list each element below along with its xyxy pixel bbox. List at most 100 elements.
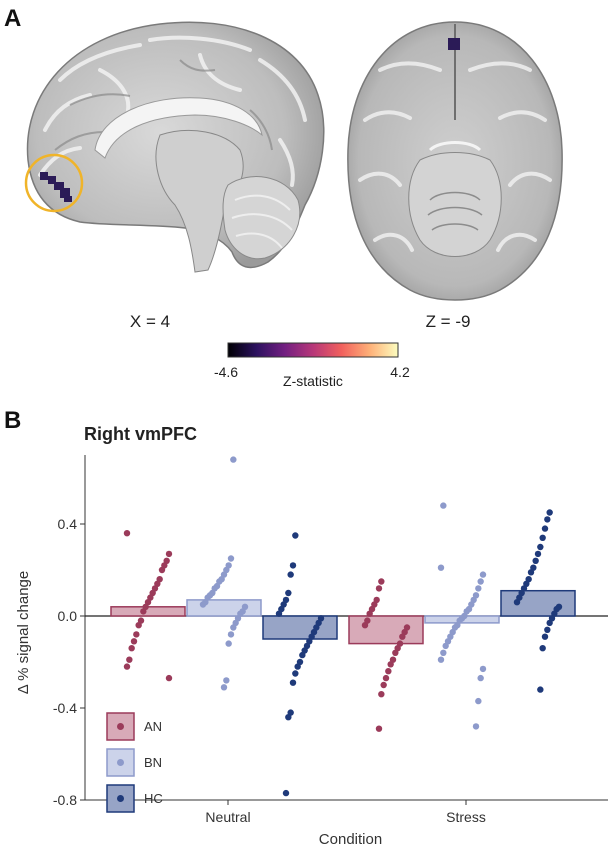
point-bn <box>475 585 482 592</box>
point-an <box>361 622 369 629</box>
point-hc <box>513 599 521 606</box>
point-bn <box>479 571 487 578</box>
point-hc <box>539 534 546 541</box>
point-an <box>128 645 135 652</box>
point-bn <box>477 578 484 585</box>
x-ticks: Neutral Stress <box>205 800 486 825</box>
point-hc <box>527 569 535 576</box>
point-hc <box>537 686 544 693</box>
point-bn <box>475 697 482 705</box>
legend-label-bn: BN <box>144 755 162 770</box>
point-hc <box>544 516 551 523</box>
legend-dot-bn <box>117 759 124 766</box>
point-an <box>123 663 131 670</box>
colorbar-title: Z-statistic <box>283 373 343 389</box>
point-bn <box>440 502 447 509</box>
point-hc <box>289 562 297 569</box>
point-hc <box>537 543 544 551</box>
point-hc <box>299 651 306 659</box>
point-hc <box>294 663 301 670</box>
point-an <box>165 674 173 682</box>
sagittal-cluster <box>40 172 72 202</box>
y-axis-label: Δ % signal change <box>15 571 32 694</box>
axial-caption: Z = -9 <box>426 312 471 331</box>
bar-hc-stress <box>500 589 576 617</box>
point-hc <box>539 645 546 652</box>
point-hc <box>541 525 549 532</box>
point-bn <box>479 665 487 673</box>
panel-a-label: A <box>4 5 21 32</box>
point-hc <box>285 714 292 721</box>
legend-label-an: AN <box>144 719 162 734</box>
axial-brain-image <box>347 21 563 301</box>
point-hc <box>282 789 290 797</box>
roi-highlight-circle <box>24 153 84 213</box>
point-hc <box>292 532 299 539</box>
sagittal-caption: X = 4 <box>130 312 170 331</box>
point-an <box>385 668 392 675</box>
x-axis-label: Condition <box>319 831 382 848</box>
y-ticks: -0.8 -0.4 0.0 0.4 <box>53 516 85 808</box>
point-bn <box>472 723 480 730</box>
point-hc <box>289 679 297 686</box>
bar-an-stress <box>348 615 424 645</box>
legend-label-hc: HC <box>144 791 163 806</box>
y-tick-label: 0.0 <box>58 608 78 624</box>
point-an <box>133 631 140 638</box>
point-hc <box>285 589 292 597</box>
point-an <box>165 550 173 558</box>
z-colorbar <box>227 342 399 358</box>
point-hc <box>532 557 539 564</box>
point-hc <box>287 571 294 578</box>
point-hc <box>541 633 549 640</box>
point-bn <box>437 656 445 663</box>
bar-hc-neutral <box>262 615 338 640</box>
point-an <box>158 566 166 574</box>
point-hc <box>534 550 542 558</box>
point-an <box>140 608 147 615</box>
data-points <box>123 456 563 797</box>
axial-cluster <box>448 38 460 50</box>
point-an <box>378 578 385 585</box>
point-an <box>399 633 406 640</box>
point-hc <box>292 670 299 677</box>
point-an <box>378 691 385 698</box>
panel-b-label: B <box>4 407 21 434</box>
point-hc <box>544 626 551 633</box>
point-bn <box>227 631 235 638</box>
y-tick-label: -0.8 <box>53 792 77 808</box>
point-bn <box>442 642 449 650</box>
point-an <box>130 638 138 645</box>
point-bn <box>440 649 447 656</box>
y-tick-label: -0.4 <box>53 700 77 716</box>
colorbar-max-label: 4.2 <box>390 364 410 380</box>
point-bn <box>437 564 445 571</box>
point-bn <box>220 684 228 691</box>
point-an <box>135 622 142 629</box>
point-bn <box>199 601 207 608</box>
y-tick-label: 0.4 <box>58 516 78 532</box>
point-bn <box>230 624 237 631</box>
point-an <box>375 725 383 732</box>
point-an <box>375 585 383 592</box>
point-hc <box>275 610 283 617</box>
colorbar-min-label: -4.6 <box>214 364 238 380</box>
point-hc <box>546 619 553 627</box>
point-an <box>380 681 387 689</box>
bar-chart: -0.8 -0.4 0.0 0.4 Neutral Stress Δ % signal … <box>15 455 608 848</box>
point-an <box>123 530 131 537</box>
x-tick-label: Neutral <box>205 809 250 825</box>
point-an <box>366 610 373 617</box>
x-tick-label: Stress <box>446 809 486 825</box>
point-an <box>387 661 394 668</box>
point-hc <box>546 509 553 516</box>
legend: AN BN HC <box>106 712 163 813</box>
point-bn <box>227 555 235 562</box>
legend-dot-hc <box>117 795 124 802</box>
bars <box>110 589 576 645</box>
point-an <box>392 649 399 656</box>
point-an <box>126 656 133 663</box>
point-bn <box>477 674 484 682</box>
bar-bn-neutral <box>186 599 262 617</box>
